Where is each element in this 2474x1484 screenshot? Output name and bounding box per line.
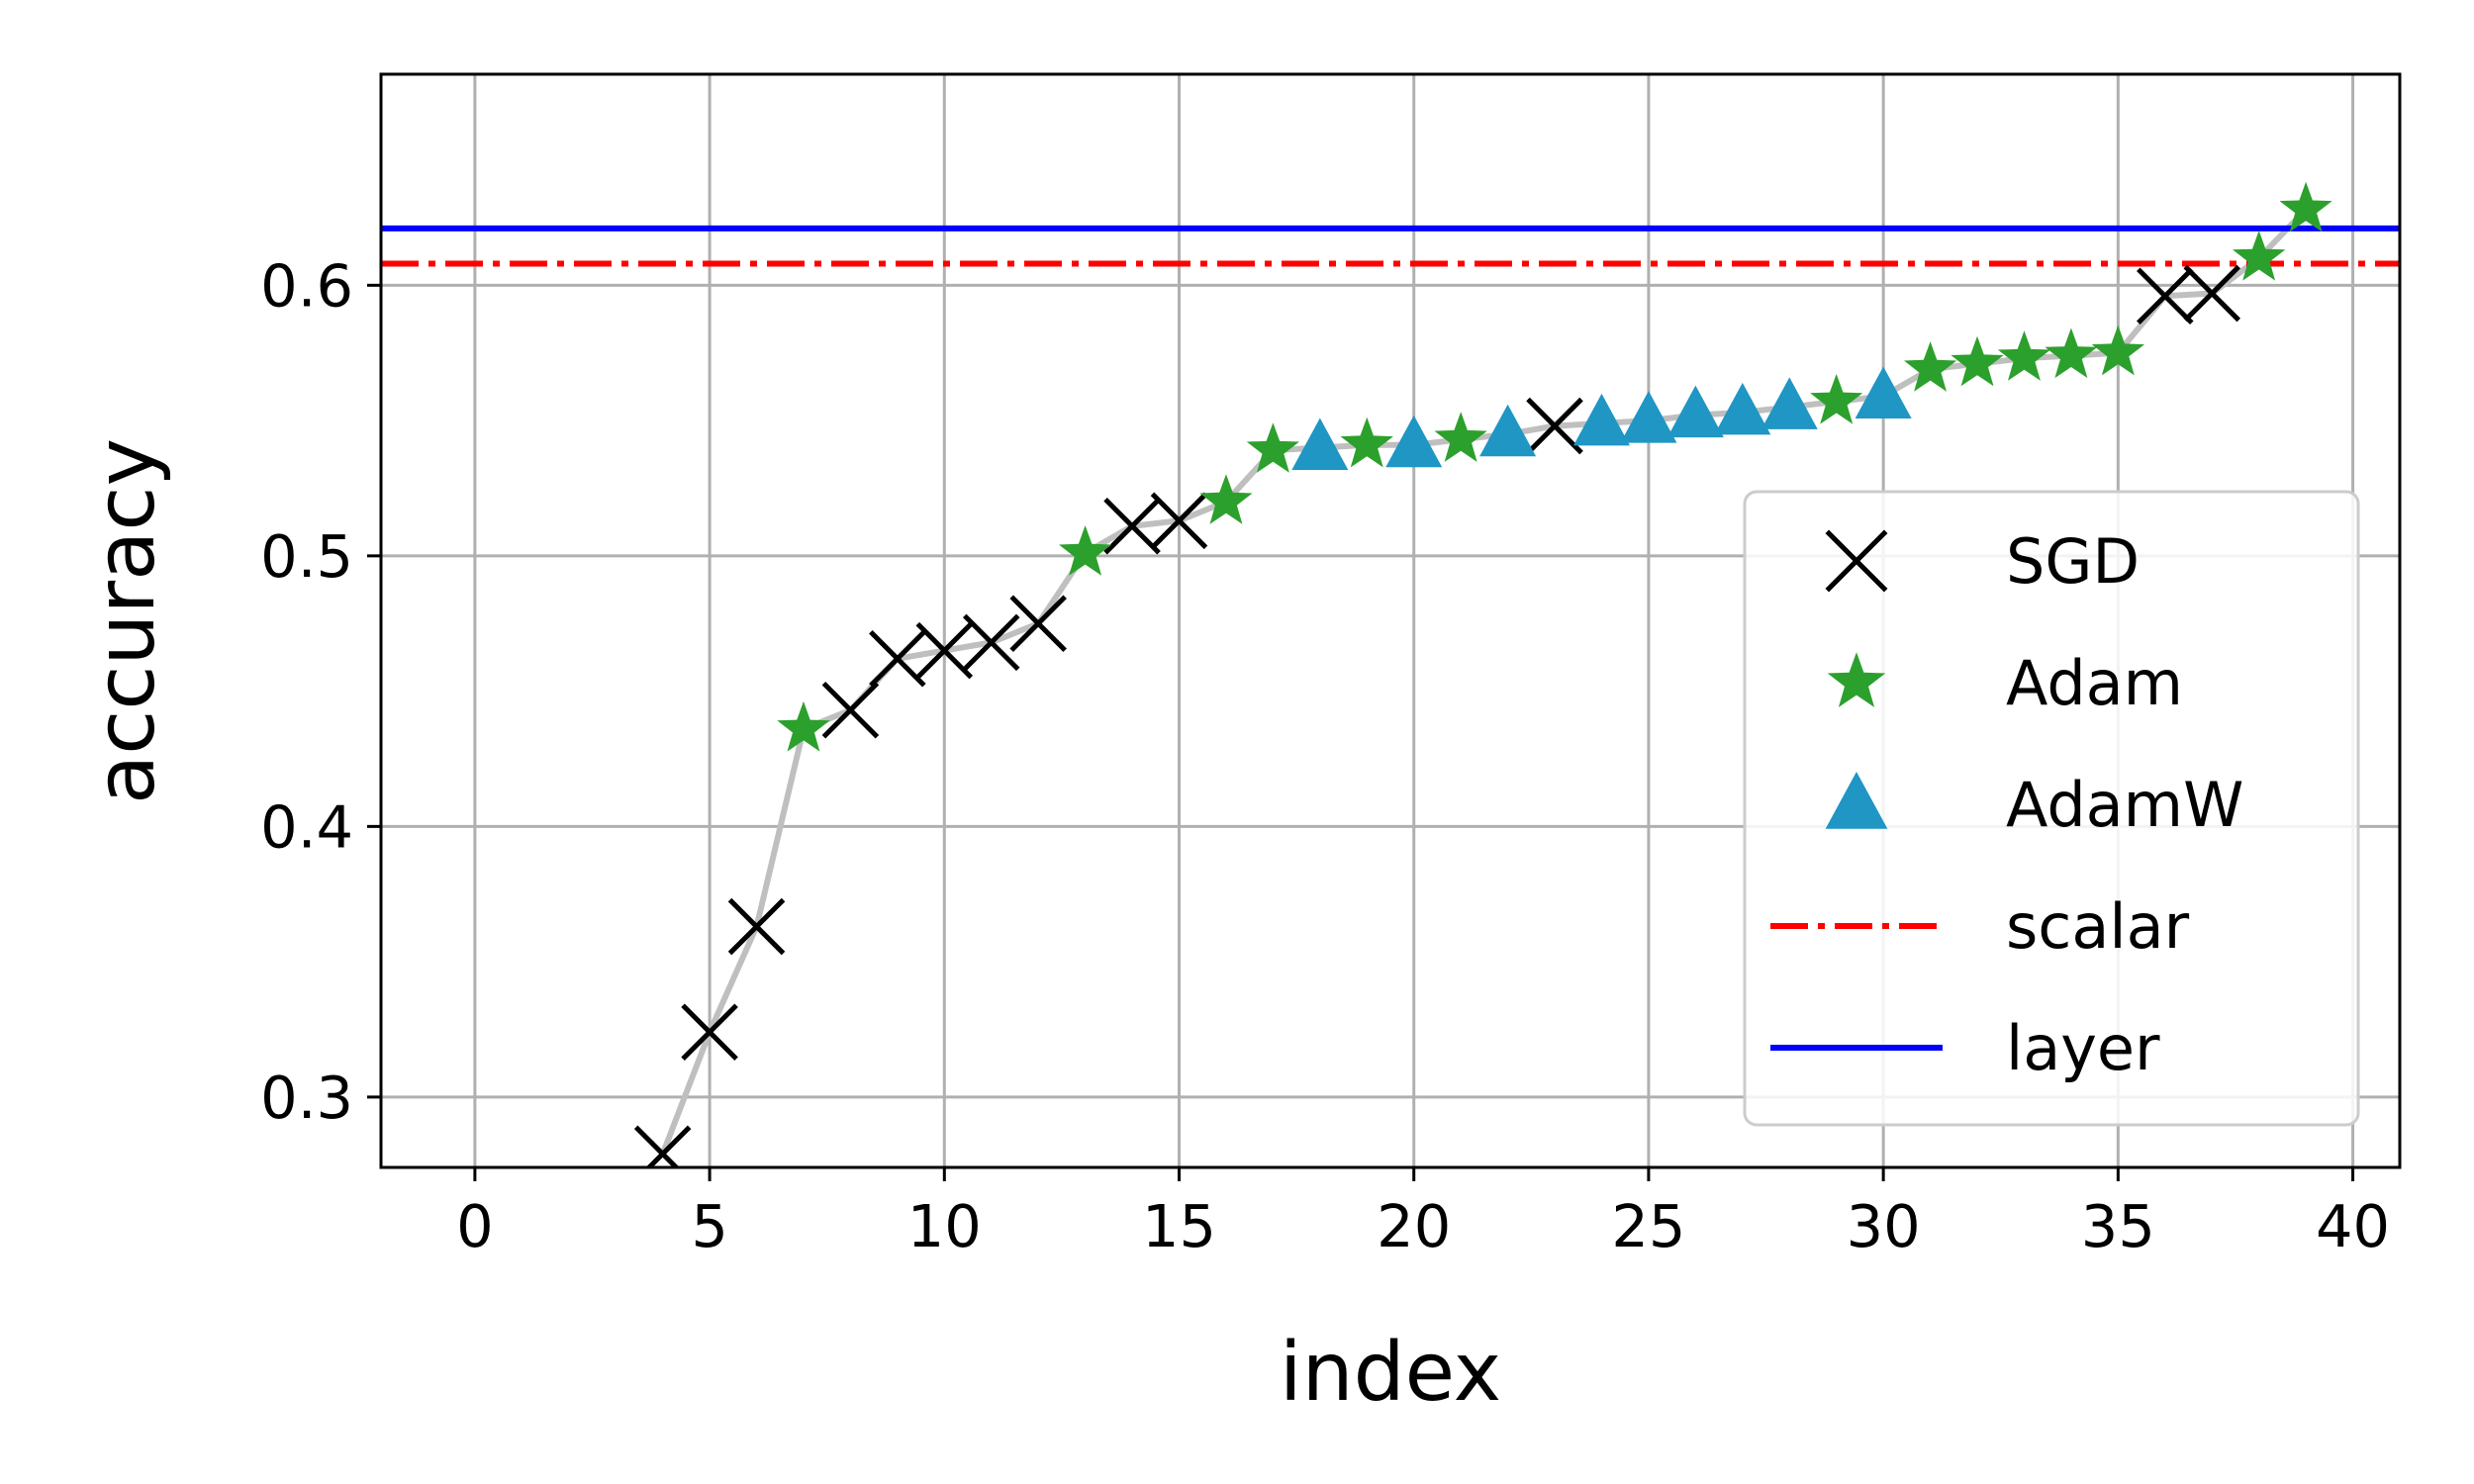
adam-point xyxy=(1059,525,1112,576)
marker-group xyxy=(633,181,2332,1167)
adam-point xyxy=(1810,374,1863,424)
adamw-point xyxy=(1760,377,1818,429)
adamw-point xyxy=(1479,404,1537,457)
adam-point xyxy=(1434,412,1487,462)
sgd-point xyxy=(633,1125,692,1167)
x-tick-label: 20 xyxy=(1377,1192,1451,1260)
adamw-point xyxy=(1714,382,1771,435)
x-marker-stroke xyxy=(1009,595,1067,653)
adamw-point xyxy=(1620,391,1677,443)
sgd-point xyxy=(962,613,1020,672)
y-tick-label: 0.5 xyxy=(260,522,353,591)
y-tick-label: 0.4 xyxy=(260,792,353,861)
x-marker-stroke xyxy=(2183,264,2241,323)
axis-ticks: 0 5 10 15 20 25 30 35 40 0.3 0.4 0.5 0.6 xyxy=(260,251,2390,1260)
adamw-point xyxy=(1291,417,1349,470)
x-marker-stroke xyxy=(1825,529,1888,593)
x-marker-stroke xyxy=(915,621,974,680)
x-marker-stroke xyxy=(821,681,880,739)
x-tick-label: 15 xyxy=(1142,1192,1216,1260)
adamw-point xyxy=(1855,366,1912,418)
adamw-point xyxy=(1666,385,1724,438)
x-marker-stroke xyxy=(681,1003,738,1062)
sgd-point xyxy=(1150,492,1208,550)
legend: SGD Adam AdamW scalar layer xyxy=(1743,490,2360,1127)
x-marker-stroke xyxy=(1150,492,1208,550)
legend-label: AdamW xyxy=(2006,769,2243,841)
x-tick-label: 30 xyxy=(1847,1192,1921,1260)
x-tick-label: 25 xyxy=(1611,1192,1685,1260)
adam-point xyxy=(1340,417,1393,468)
x-marker-stroke xyxy=(869,630,926,688)
sgd-point xyxy=(915,621,974,680)
adam-point xyxy=(1246,422,1299,473)
adamw-point xyxy=(1572,393,1630,446)
legend-label: SGD xyxy=(2006,525,2140,598)
y-axis-label: accuracy xyxy=(79,438,173,804)
x-tick-label: 35 xyxy=(2081,1192,2155,1260)
sgd-point xyxy=(681,1003,738,1062)
sgd-point xyxy=(1526,397,1583,455)
sgd-point xyxy=(1103,498,1161,555)
legend-label: layer xyxy=(2006,1012,2160,1084)
adam-point xyxy=(1951,335,2004,387)
legend-adam-key xyxy=(1827,652,1886,707)
x-tick-label: 40 xyxy=(2316,1192,2390,1260)
adam-point xyxy=(2233,231,2286,281)
x-marker-stroke xyxy=(645,1125,692,1167)
adam-point xyxy=(2279,181,2332,232)
sgd-point xyxy=(2137,267,2194,325)
sgd-point xyxy=(727,897,786,956)
adamw-point xyxy=(1385,415,1443,468)
reference-lines xyxy=(381,225,2400,267)
sgd-point xyxy=(2183,264,2241,323)
y-tick-label: 0.3 xyxy=(260,1064,353,1132)
adam-point xyxy=(2091,325,2144,376)
y-tick-label: 0.6 xyxy=(260,251,353,320)
x-tick-label: 0 xyxy=(456,1192,494,1260)
x-marker-stroke xyxy=(1103,498,1161,555)
legend-label: scalar xyxy=(2006,890,2190,963)
legend-sgd-key xyxy=(1825,529,1888,593)
x-tick-label: 10 xyxy=(907,1192,982,1260)
x-axis-label: index xyxy=(1280,1326,1501,1420)
sgd-point xyxy=(821,681,880,739)
adam-point xyxy=(1997,330,2051,381)
legend-label: Adam xyxy=(2006,647,2183,719)
x-marker-stroke xyxy=(727,897,786,956)
sgd-point xyxy=(1009,595,1067,653)
x-marker-stroke xyxy=(962,613,1020,672)
legend-box xyxy=(1743,490,2360,1127)
adam-point xyxy=(1904,341,1957,392)
x-marker-stroke xyxy=(1526,397,1583,455)
plot-frame xyxy=(379,72,2402,1169)
x-tick-label: 5 xyxy=(691,1192,728,1260)
legend-adamw-key xyxy=(1825,772,1888,829)
adam-point xyxy=(1199,474,1253,524)
x-marker-stroke xyxy=(2137,267,2194,325)
adam-point xyxy=(2045,327,2098,379)
sgd-point xyxy=(869,630,926,688)
adam-point xyxy=(777,700,830,752)
